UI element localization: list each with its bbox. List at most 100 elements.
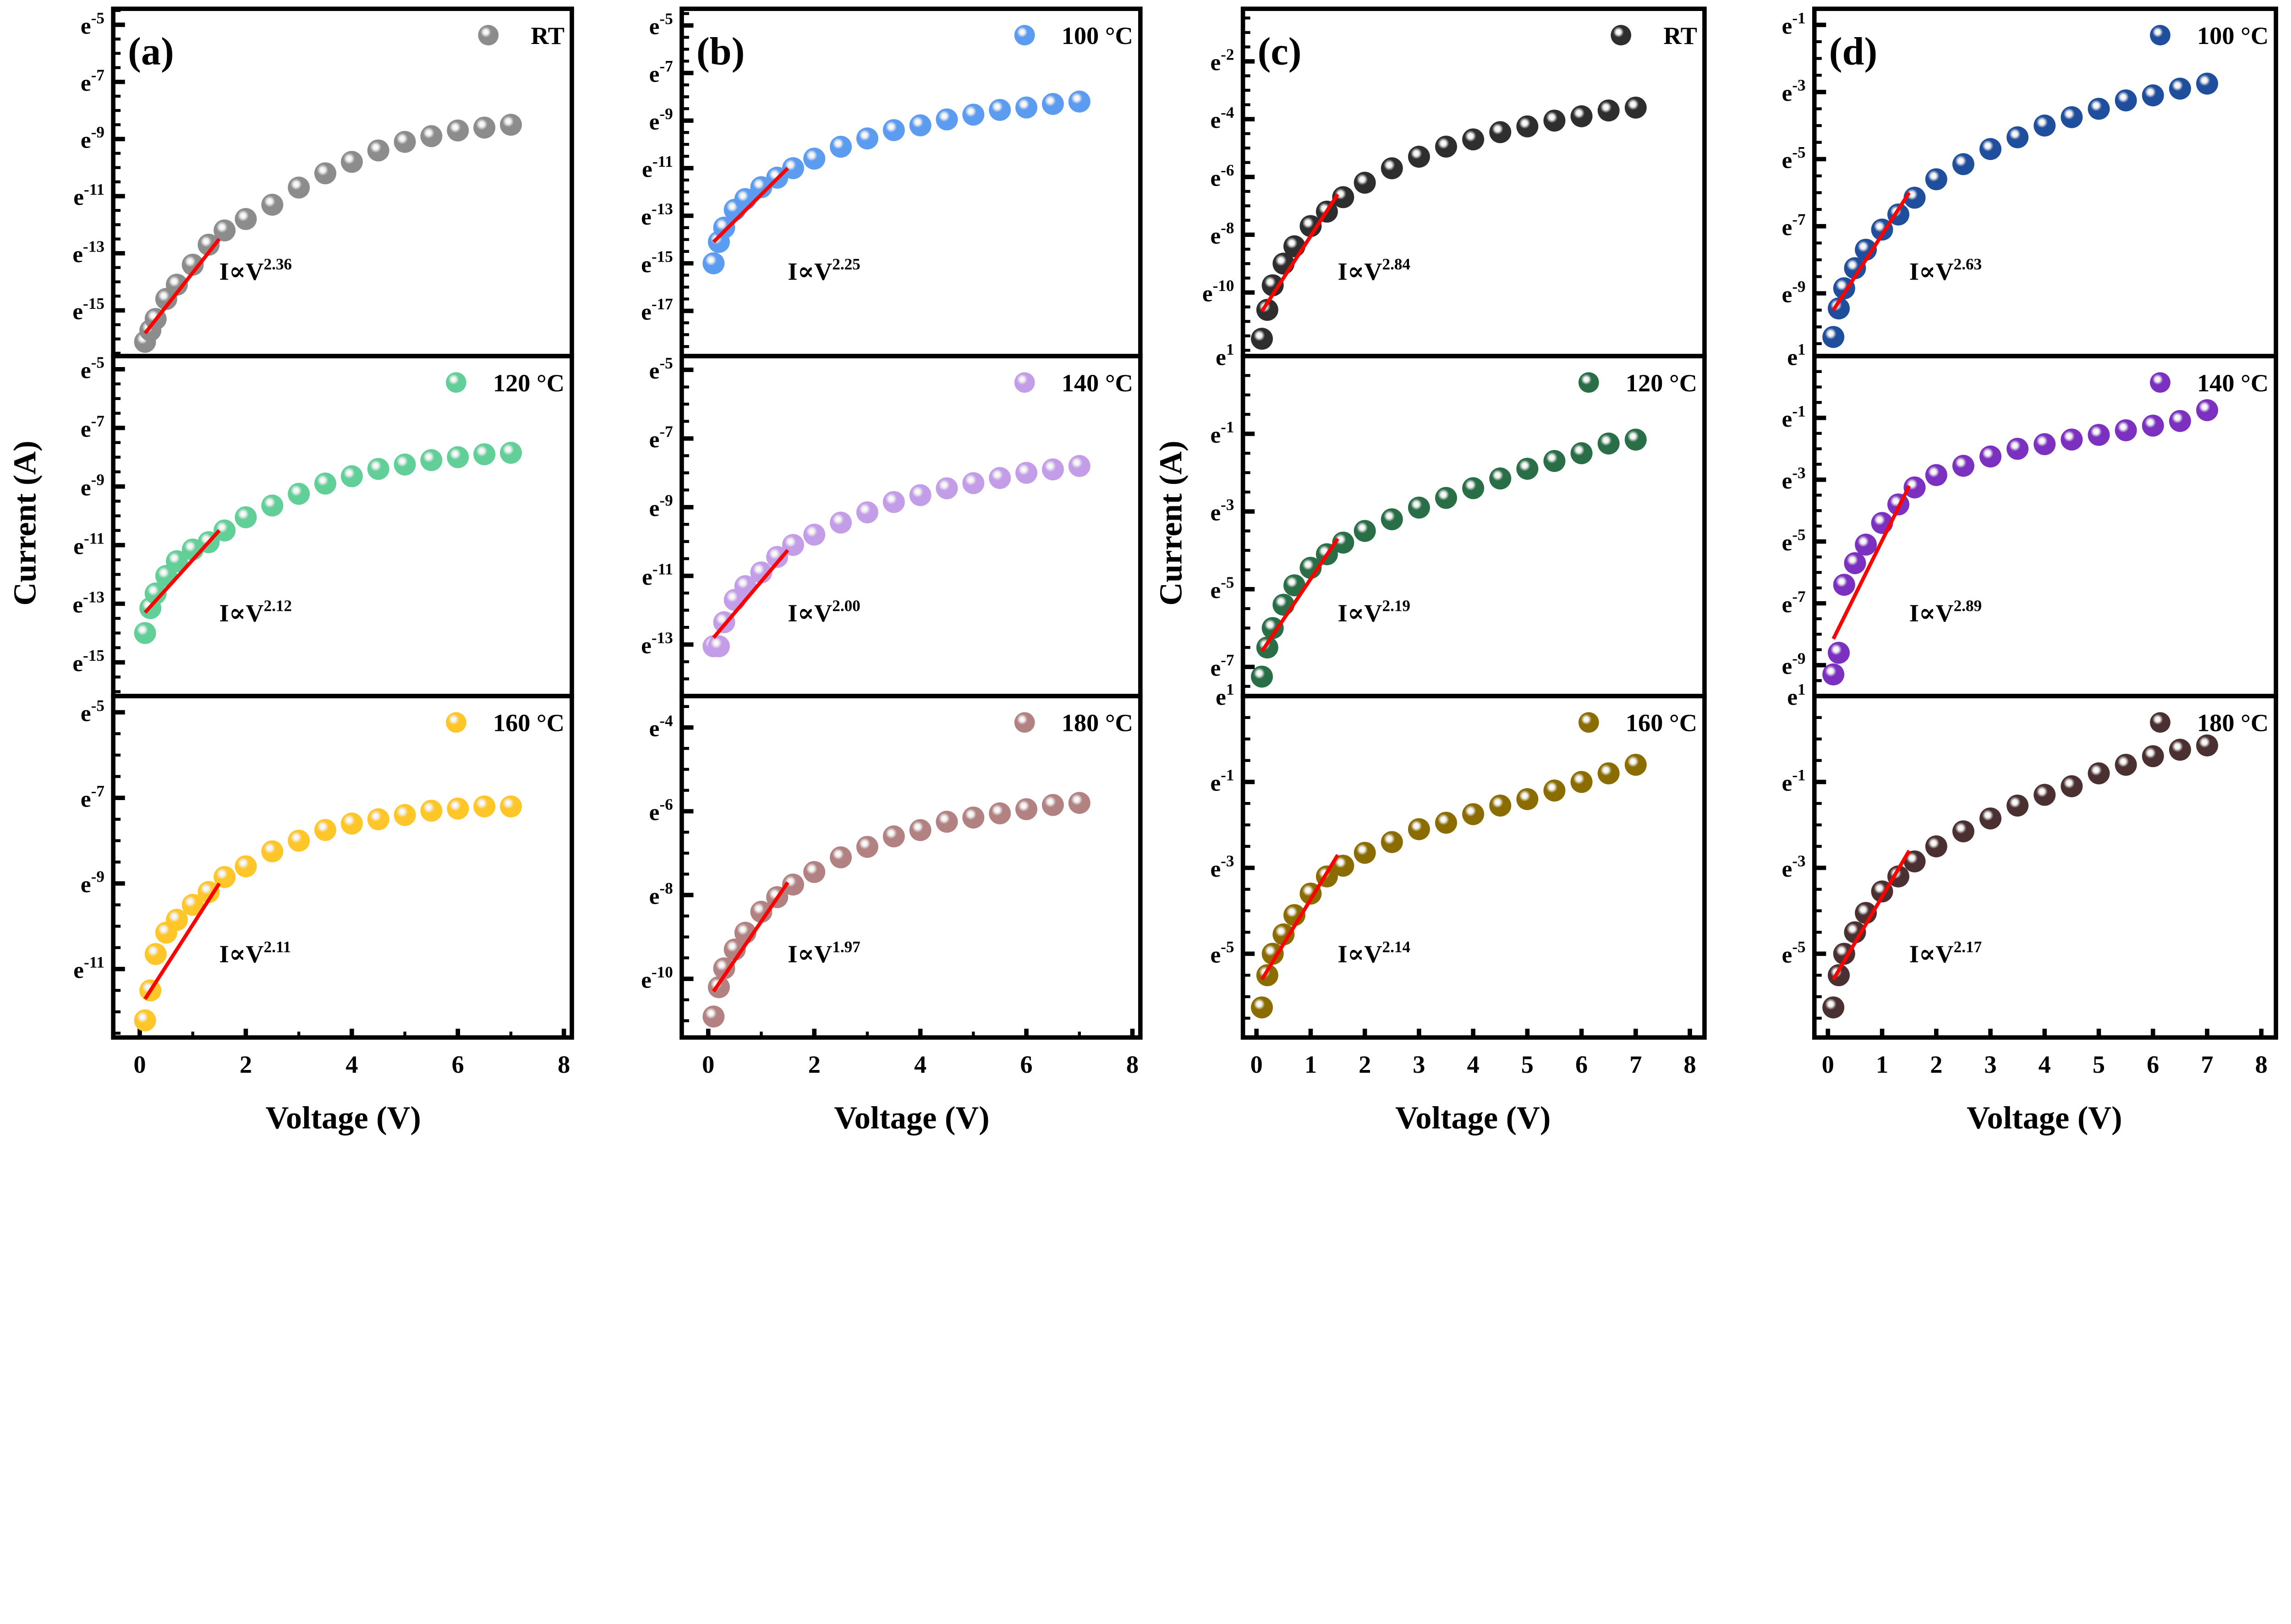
fit-label-base: I∝V xyxy=(1338,258,1382,285)
tick-base: e xyxy=(642,564,652,590)
tick-exponent: 1 xyxy=(1226,340,1234,358)
data-point xyxy=(702,1005,725,1028)
y-tick-label: e-5 xyxy=(649,354,673,384)
data-point xyxy=(989,802,1011,824)
tick-base: e xyxy=(1210,49,1221,76)
data-point xyxy=(1435,135,1458,158)
data-point xyxy=(2196,734,2218,757)
legend-label: 120 °C xyxy=(1626,369,1697,397)
panel-letter: (c) xyxy=(1258,29,1302,73)
tick-base: e xyxy=(81,70,91,96)
tick-exponent: -7 xyxy=(1792,587,1805,605)
fit-line xyxy=(712,167,789,243)
legend-label: RT xyxy=(531,22,565,49)
y-tick-label: e-11 xyxy=(642,153,673,182)
tick-exponent: -1 xyxy=(1221,418,1234,436)
data-point xyxy=(1256,964,1278,987)
legend-marker xyxy=(2150,712,2170,733)
y-tick-label: e-7 xyxy=(81,412,104,442)
data-point xyxy=(235,855,257,878)
plot-frame xyxy=(680,694,1143,1040)
data-point xyxy=(1855,533,1877,556)
x-tick-label: 8 xyxy=(2255,1051,2268,1078)
data-point xyxy=(1570,442,1593,465)
data-point xyxy=(134,622,156,644)
data-point xyxy=(856,836,878,858)
data-point xyxy=(1903,187,1926,209)
y-tick-label: e-13 xyxy=(641,629,673,658)
data-point xyxy=(803,523,826,546)
data-point xyxy=(882,491,905,513)
tick-exponent: -7 xyxy=(91,782,104,800)
legend-marker xyxy=(1611,25,1632,46)
tick-exponent: -5 xyxy=(91,697,104,714)
data-point xyxy=(166,909,188,931)
tick-exponent: -7 xyxy=(91,412,104,430)
fit-label: I∝V2.36 xyxy=(219,255,292,285)
y-tick-label: e1 xyxy=(1216,680,1234,710)
y-tick-label: e-7 xyxy=(1782,210,1806,240)
tick-exponent: -15 xyxy=(652,247,673,265)
tick-exponent: -6 xyxy=(1221,161,1234,179)
data-point xyxy=(1015,798,1038,820)
tick-base: e xyxy=(81,357,91,384)
tick-exponent: -7 xyxy=(659,57,673,75)
data-point xyxy=(2142,84,2164,107)
legend-label: 120 °C xyxy=(493,369,565,397)
fit-label-exponent: 2.00 xyxy=(832,597,860,614)
tick-exponent: 1 xyxy=(1226,680,1234,698)
fit-line xyxy=(143,882,221,1000)
data-point xyxy=(420,800,443,822)
legend-marker xyxy=(2150,25,2170,46)
x-tick-label: 4 xyxy=(345,1051,358,1078)
data-point xyxy=(1570,105,1593,127)
data-point xyxy=(1828,297,1850,320)
tick-exponent: -1 xyxy=(1792,9,1805,27)
legend-label: 100 °C xyxy=(2197,22,2269,49)
fit-label-base: I∝V xyxy=(788,258,832,285)
fit-line xyxy=(1831,850,1911,981)
data-point xyxy=(2169,410,2191,432)
tick-exponent: -11 xyxy=(652,560,673,578)
tick-exponent: -7 xyxy=(1221,651,1234,669)
tick-exponent: -2 xyxy=(1221,46,1234,64)
y-tick-label: e-11 xyxy=(642,560,673,590)
y-tick-label: e-5 xyxy=(1782,143,1806,173)
tick-base: e xyxy=(1210,223,1221,249)
tick-exponent: -5 xyxy=(1221,938,1234,956)
data-point xyxy=(803,861,826,883)
data-point xyxy=(197,881,220,903)
data-point xyxy=(2169,739,2191,761)
data-point xyxy=(1828,642,1850,664)
data-point xyxy=(830,511,852,534)
legend-marker xyxy=(1578,712,1599,733)
data-point xyxy=(2115,89,2137,112)
data-point xyxy=(2033,433,2056,455)
tick-base: e xyxy=(1210,942,1221,968)
y-tick-label: e-9 xyxy=(649,492,673,521)
data-point xyxy=(1462,128,1485,151)
tick-base: e xyxy=(81,872,91,898)
y-tick-label: e-15 xyxy=(72,647,104,676)
data-point xyxy=(1543,779,1566,802)
data-point xyxy=(830,846,852,868)
x-tick-label: 3 xyxy=(1984,1051,1996,1078)
tick-base: e xyxy=(1782,80,1792,106)
tick-base: e xyxy=(649,109,660,135)
data-point xyxy=(1543,110,1566,132)
x-axis-label-d: Voltage (V) xyxy=(1967,1100,2122,1136)
tick-exponent: -11 xyxy=(84,529,104,547)
tick-base: e xyxy=(1210,655,1221,681)
y-tick-label: e-13 xyxy=(72,238,104,268)
data-point xyxy=(1979,138,2002,160)
fit-line xyxy=(143,238,221,335)
y-axis-label-left: Current (A) xyxy=(7,441,43,606)
y-tick-label: e-6 xyxy=(649,796,673,825)
tick-base: e xyxy=(1210,107,1221,133)
fit-label: I∝V2.63 xyxy=(1909,255,1982,285)
tick-exponent: -9 xyxy=(659,492,673,510)
